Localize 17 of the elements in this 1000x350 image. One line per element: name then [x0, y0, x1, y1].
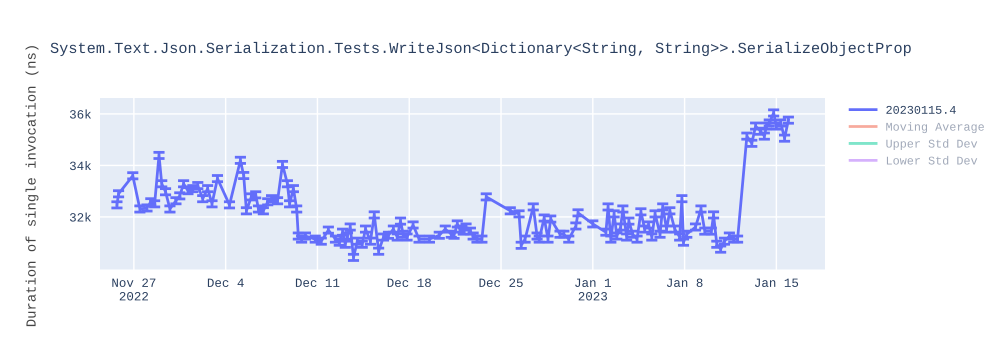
x-tick-label: Dec 18 [388, 278, 431, 288]
y-tick-label: 36k [70, 109, 92, 119]
y-tick-label: 32k [70, 212, 92, 222]
legend-label: Moving Average [886, 122, 984, 134]
x-tick-label: Jan 8 [666, 278, 703, 288]
y-tick-label: 34k [70, 160, 92, 170]
x-tick-label: Jan 15 [754, 278, 798, 288]
x-tick-label: Dec 4 [208, 278, 244, 288]
chart-title: System.Text.Json.Serialization.Tests.WriteJson<Dictionary<String, String>>.SerializeObjectProp [50, 42, 911, 56]
x-tick-label: Dec 11 [296, 278, 340, 288]
x-tick-label: Dec 25 [480, 278, 523, 288]
legend-label: Upper Std Dev [886, 139, 978, 150]
x-tick-label: Jan 1 2023 [575, 278, 611, 300]
x-tick-label: Nov 27 2022 [112, 278, 156, 300]
legend-label: 20230115.4 [886, 106, 956, 114]
y-axis-title: Duration of single invocation (ns) [26, 46, 38, 326]
legend-label: Lower Std Dev [886, 156, 978, 165]
